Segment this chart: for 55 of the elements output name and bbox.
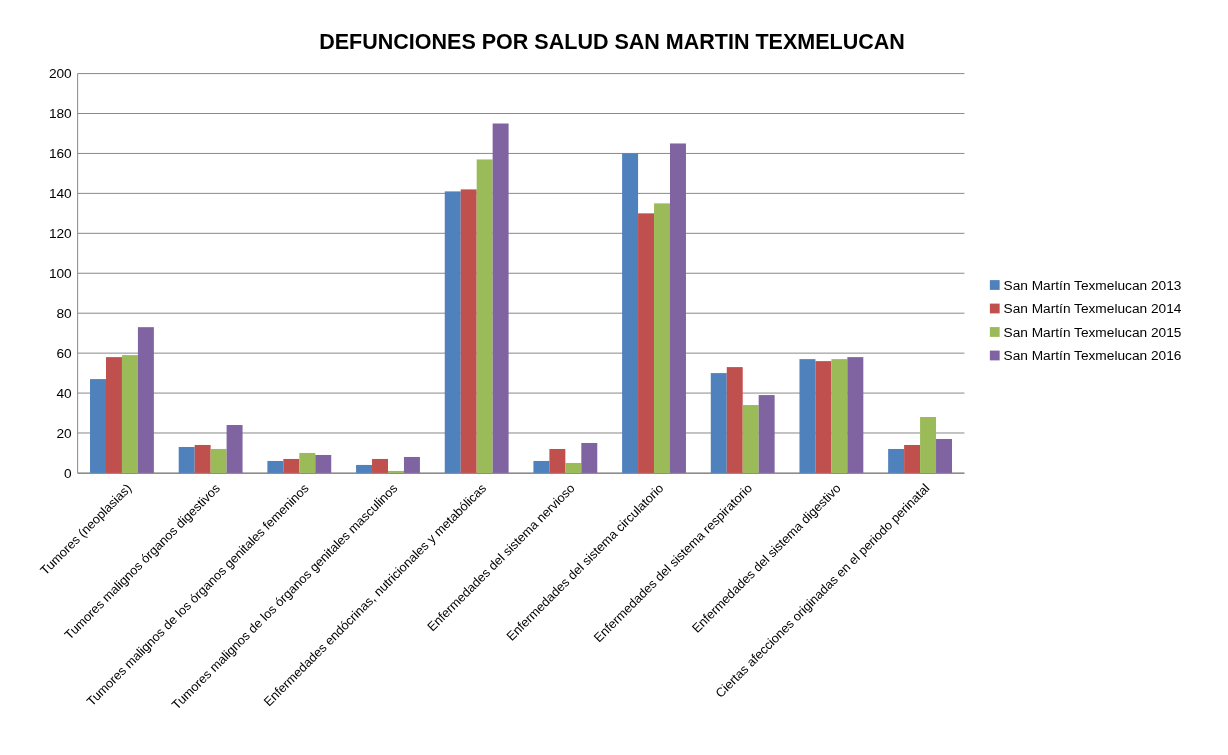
bar	[799, 359, 816, 473]
bar	[372, 458, 388, 473]
y-tick-label: 20	[56, 425, 73, 441]
bar	[847, 357, 864, 473]
bar	[742, 405, 759, 473]
bar	[105, 357, 122, 473]
bar	[888, 448, 905, 473]
bar	[210, 448, 227, 473]
bar	[815, 361, 832, 473]
bar	[726, 367, 743, 473]
bar	[226, 425, 243, 473]
legend-label: San Martín Texmelucan 2014	[1003, 301, 1182, 317]
bar	[638, 213, 655, 473]
bar	[565, 462, 582, 473]
bar	[356, 464, 373, 473]
bar	[460, 189, 477, 473]
bar	[622, 153, 639, 473]
bar	[137, 327, 154, 473]
bar	[549, 448, 566, 473]
bar	[299, 452, 316, 473]
bar	[920, 417, 937, 473]
bar	[654, 203, 670, 473]
bar	[581, 442, 598, 473]
bar	[444, 191, 461, 473]
bar	[403, 456, 420, 473]
bar	[315, 454, 332, 473]
bar	[476, 159, 493, 473]
y-tick-label: 160	[48, 146, 73, 162]
bar	[831, 359, 848, 473]
bar	[936, 438, 952, 473]
bar	[178, 446, 195, 473]
bar	[533, 460, 550, 473]
chart-title: DEFUNCIONES POR SALUD SAN MARTIN TEXMELUCAN	[319, 30, 905, 55]
y-tick-label: 100	[48, 266, 73, 282]
bar	[121, 355, 138, 473]
legend-label: San Martín Texmelucan 2013	[1003, 277, 1182, 293]
legend-label: San Martín Texmelucan 2015	[1003, 324, 1182, 340]
legend-label: San Martín Texmelucan 2016	[1003, 348, 1182, 364]
bar	[710, 373, 727, 473]
bar	[90, 379, 106, 473]
bar	[904, 444, 921, 473]
bar	[670, 143, 686, 473]
y-tick-label: 0	[64, 465, 73, 481]
y-tick-label: 120	[48, 226, 73, 242]
bar	[283, 458, 300, 473]
y-tick-label: 200	[48, 66, 73, 82]
y-tick-label: 60	[56, 345, 73, 361]
bar	[492, 123, 509, 473]
y-tick-label: 140	[48, 186, 73, 202]
y-tick-label: 80	[56, 305, 73, 321]
bar	[194, 444, 211, 473]
y-tick-label: 180	[48, 106, 73, 122]
bar	[267, 460, 284, 473]
bar	[758, 395, 775, 473]
y-tick-label: 40	[56, 385, 73, 401]
